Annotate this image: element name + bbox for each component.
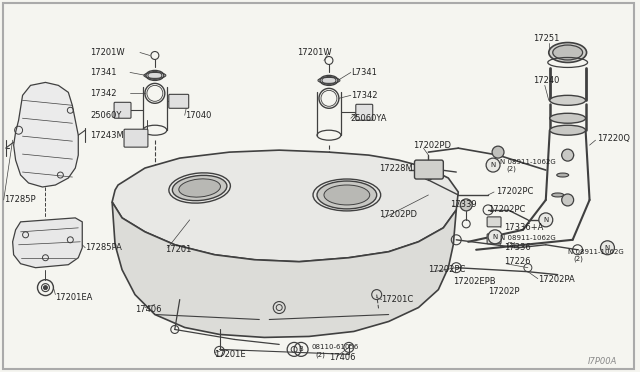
Text: 17040: 17040 bbox=[185, 111, 211, 120]
Text: N: N bbox=[492, 234, 498, 240]
FancyBboxPatch shape bbox=[124, 129, 148, 147]
Text: 17202PC: 17202PC bbox=[488, 205, 525, 214]
Text: 08110-61056: 08110-61056 bbox=[311, 344, 358, 350]
Ellipse shape bbox=[172, 175, 227, 201]
Text: 17406: 17406 bbox=[329, 353, 355, 362]
Polygon shape bbox=[112, 150, 458, 262]
Text: 17226: 17226 bbox=[504, 257, 531, 266]
Polygon shape bbox=[112, 202, 456, 337]
Text: 17240: 17240 bbox=[533, 76, 559, 85]
Text: 17202P: 17202P bbox=[488, 287, 520, 296]
Text: (2): (2) bbox=[506, 241, 516, 248]
Circle shape bbox=[44, 286, 47, 290]
Text: 17202PC: 17202PC bbox=[496, 187, 533, 196]
Text: (2): (2) bbox=[506, 166, 516, 172]
Text: 17202PC: 17202PC bbox=[428, 265, 466, 274]
Text: 17406: 17406 bbox=[135, 305, 161, 314]
Text: 17202EPB: 17202EPB bbox=[453, 277, 496, 286]
Text: 17201W: 17201W bbox=[297, 48, 332, 57]
Circle shape bbox=[460, 199, 472, 211]
Ellipse shape bbox=[553, 45, 582, 60]
Text: 17251: 17251 bbox=[533, 34, 559, 43]
Text: (2): (2) bbox=[315, 351, 325, 357]
Ellipse shape bbox=[548, 42, 587, 62]
Ellipse shape bbox=[324, 185, 370, 205]
Circle shape bbox=[486, 158, 500, 172]
Ellipse shape bbox=[317, 181, 377, 209]
Text: 17342: 17342 bbox=[90, 89, 116, 98]
Text: (2): (2) bbox=[573, 256, 584, 262]
Ellipse shape bbox=[550, 113, 586, 123]
Circle shape bbox=[600, 241, 614, 255]
Text: 17202PD: 17202PD bbox=[413, 141, 451, 150]
Ellipse shape bbox=[179, 179, 220, 197]
Text: 17243M: 17243M bbox=[90, 131, 124, 140]
Text: N: N bbox=[605, 245, 610, 251]
Text: N 08911-1062G: N 08911-1062G bbox=[500, 159, 556, 165]
Ellipse shape bbox=[557, 173, 569, 177]
FancyBboxPatch shape bbox=[169, 94, 189, 108]
FancyBboxPatch shape bbox=[415, 160, 444, 179]
Text: 17336+A: 17336+A bbox=[504, 223, 543, 232]
Circle shape bbox=[539, 213, 553, 227]
Text: 17285P: 17285P bbox=[4, 195, 35, 205]
Polygon shape bbox=[13, 218, 83, 268]
FancyBboxPatch shape bbox=[3, 3, 634, 369]
Text: B: B bbox=[299, 346, 303, 352]
Text: 17201W: 17201W bbox=[90, 48, 125, 57]
Text: 17201EA: 17201EA bbox=[56, 293, 93, 302]
Polygon shape bbox=[13, 82, 78, 187]
Text: 17202PA: 17202PA bbox=[538, 275, 575, 284]
Text: 17220Q: 17220Q bbox=[598, 134, 630, 143]
Text: N 08911-1062G: N 08911-1062G bbox=[568, 249, 623, 255]
Ellipse shape bbox=[550, 95, 586, 105]
Text: N: N bbox=[490, 162, 496, 168]
Text: L7341: L7341 bbox=[351, 68, 377, 77]
Text: 17201E: 17201E bbox=[214, 350, 246, 359]
Circle shape bbox=[488, 230, 502, 244]
Text: 17341: 17341 bbox=[90, 68, 116, 77]
Text: 17202PD: 17202PD bbox=[379, 211, 417, 219]
FancyBboxPatch shape bbox=[114, 102, 131, 118]
Ellipse shape bbox=[320, 76, 338, 86]
Circle shape bbox=[492, 146, 504, 158]
FancyBboxPatch shape bbox=[356, 104, 372, 120]
FancyBboxPatch shape bbox=[487, 234, 501, 244]
Text: 25060YA: 25060YA bbox=[351, 114, 387, 123]
Ellipse shape bbox=[552, 193, 564, 197]
Text: I7P00A: I7P00A bbox=[588, 357, 617, 366]
Text: 17285PA: 17285PA bbox=[85, 243, 122, 252]
Ellipse shape bbox=[550, 125, 586, 135]
Ellipse shape bbox=[562, 153, 573, 157]
Ellipse shape bbox=[146, 70, 164, 80]
Circle shape bbox=[562, 194, 573, 206]
FancyBboxPatch shape bbox=[487, 217, 501, 227]
Text: 17201C: 17201C bbox=[381, 295, 413, 304]
Text: N: N bbox=[543, 217, 548, 223]
Text: 17228M: 17228M bbox=[379, 164, 412, 173]
Text: 17339: 17339 bbox=[451, 201, 477, 209]
Text: 17336: 17336 bbox=[504, 243, 531, 252]
Text: 25060Y: 25060Y bbox=[90, 111, 122, 120]
Circle shape bbox=[562, 149, 573, 161]
Text: 17342: 17342 bbox=[351, 91, 378, 100]
Text: 17201: 17201 bbox=[165, 245, 191, 254]
Text: N 08911-1062G: N 08911-1062G bbox=[500, 235, 556, 241]
